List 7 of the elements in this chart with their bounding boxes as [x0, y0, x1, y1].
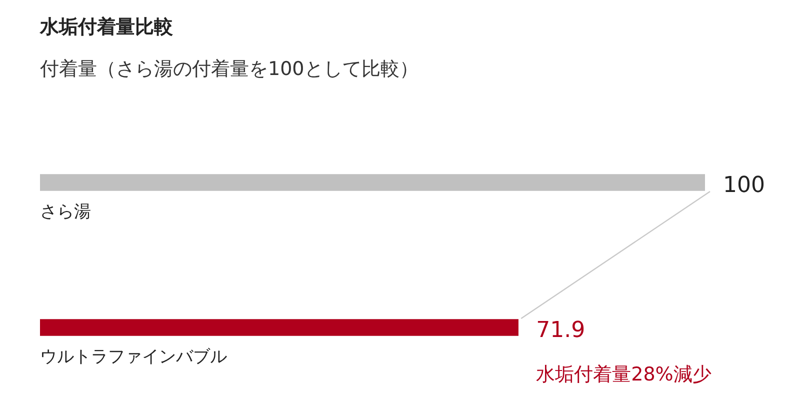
data-label: 71.9 — [536, 318, 586, 344]
annotation: 水垢付着量28%減少 — [536, 363, 712, 386]
y-tick-label: さら湯 — [40, 202, 91, 222]
chart-subtitle: 付着量（さら湯の付着量を100として比較） — [40, 57, 418, 82]
chart-title: 水垢付着量比較 — [40, 15, 173, 40]
data-label: 100 — [723, 173, 765, 198]
y-tick-label: ウルトラファインバブル — [40, 346, 227, 367]
